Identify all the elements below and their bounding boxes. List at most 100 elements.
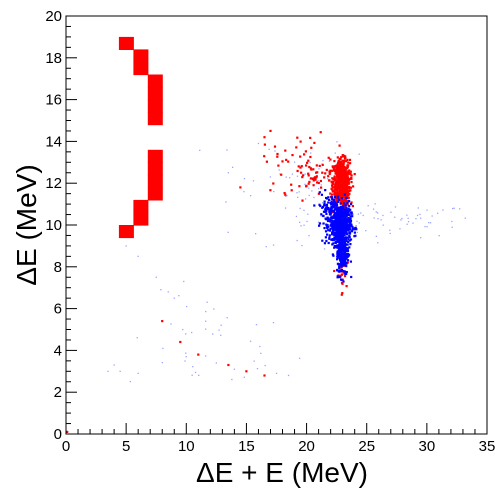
data-point xyxy=(226,149,228,151)
data-point xyxy=(320,215,322,217)
logo-cell xyxy=(147,87,163,101)
data-point xyxy=(338,245,341,248)
data-point xyxy=(344,169,347,172)
data-point xyxy=(335,216,338,219)
data-point xyxy=(341,220,345,223)
data-point xyxy=(340,269,344,272)
data-point xyxy=(340,244,343,247)
data-point xyxy=(348,217,351,220)
data-point xyxy=(360,212,362,214)
data-point xyxy=(335,211,338,214)
data-point xyxy=(198,374,200,376)
data-point xyxy=(332,223,335,226)
data-point xyxy=(227,172,229,174)
data-point xyxy=(340,265,343,268)
data-point xyxy=(321,223,323,225)
data-point xyxy=(343,255,346,258)
data-point xyxy=(331,238,334,241)
data-point xyxy=(344,170,347,174)
data-point xyxy=(318,187,320,190)
data-point xyxy=(342,280,345,283)
data-point xyxy=(205,320,207,322)
y-tick-label: 14 xyxy=(45,133,62,150)
data-point xyxy=(185,356,187,358)
data-point xyxy=(194,371,197,374)
data-point xyxy=(353,231,356,234)
data-point xyxy=(343,257,346,260)
y-tick-label: 12 xyxy=(45,175,62,192)
data-point xyxy=(341,154,344,157)
data-point xyxy=(321,171,324,174)
data-point xyxy=(197,353,200,356)
data-point xyxy=(341,255,344,258)
data-point xyxy=(340,263,343,266)
data-point xyxy=(308,165,311,169)
data-point xyxy=(285,195,287,197)
data-point xyxy=(304,183,306,185)
data-point xyxy=(337,263,340,266)
data-point xyxy=(259,345,261,348)
data-point xyxy=(323,202,326,205)
data-point xyxy=(329,202,332,205)
data-point xyxy=(320,213,323,216)
data-point xyxy=(278,169,280,171)
data-point xyxy=(331,233,334,236)
data-point xyxy=(285,176,287,178)
data-point xyxy=(299,155,302,158)
data-point xyxy=(328,160,331,162)
data-point xyxy=(335,208,338,211)
data-point xyxy=(331,253,334,256)
data-point xyxy=(331,226,334,230)
data-point xyxy=(338,157,341,160)
data-point xyxy=(332,204,335,207)
data-point xyxy=(338,179,341,183)
y-tick-label: 2 xyxy=(54,384,62,401)
data-point xyxy=(345,271,348,274)
data-point xyxy=(335,198,338,201)
data-point xyxy=(339,186,342,190)
data-point xyxy=(337,230,340,234)
data-point xyxy=(304,150,307,153)
data-point xyxy=(337,219,340,222)
data-point xyxy=(182,328,184,331)
data-point xyxy=(269,129,272,132)
data-point xyxy=(328,198,331,201)
x-tick-label: 30 xyxy=(419,438,436,455)
data-point xyxy=(299,207,301,210)
data-point xyxy=(312,179,315,182)
data-point xyxy=(296,169,299,173)
data-point xyxy=(344,275,347,278)
data-point xyxy=(332,254,335,257)
data-point xyxy=(342,246,345,249)
data-point xyxy=(338,144,341,147)
data-point xyxy=(343,247,346,250)
data-point xyxy=(339,260,343,263)
data-point xyxy=(343,250,346,253)
x-tick-label: 20 xyxy=(298,438,315,455)
y-tick-label: 16 xyxy=(45,92,62,109)
data-point xyxy=(297,165,300,168)
data-point xyxy=(320,184,322,186)
data-point xyxy=(301,199,304,202)
data-point xyxy=(333,185,337,188)
data-point xyxy=(340,230,343,233)
data-point xyxy=(318,191,321,194)
data-point xyxy=(336,214,339,217)
data-point xyxy=(346,158,349,161)
data-point xyxy=(336,258,339,261)
data-point xyxy=(328,172,331,175)
data-point xyxy=(316,171,319,174)
data-point xyxy=(323,200,326,203)
data-point xyxy=(346,250,350,253)
data-point xyxy=(343,155,346,158)
data-point xyxy=(331,189,334,192)
data-point xyxy=(345,176,348,179)
data-point xyxy=(341,222,344,225)
data-point xyxy=(332,216,335,219)
data-point xyxy=(314,178,317,181)
data-point xyxy=(345,187,349,190)
data-point xyxy=(348,226,351,229)
data-point xyxy=(323,227,326,230)
data-point xyxy=(307,174,310,177)
data-point xyxy=(342,163,345,166)
